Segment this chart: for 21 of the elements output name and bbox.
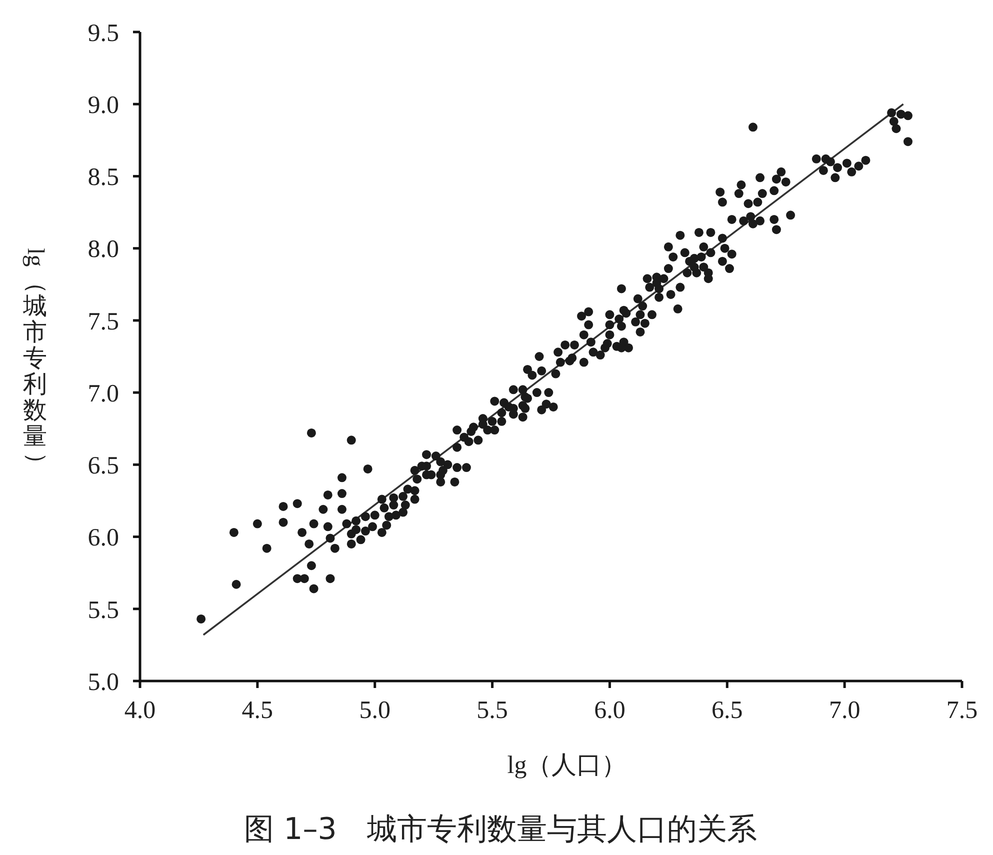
- x-tick-label: 6.0: [594, 696, 626, 724]
- x-tick-label: 7.5: [946, 696, 978, 724]
- y-tick-label: 9.0: [88, 92, 119, 119]
- text: 图 1–3 城市专利数量与其人口的关系: [243, 811, 758, 849]
- x-tick-label: 5.0: [359, 696, 390, 724]
- y-tick-label: 8.5: [88, 164, 119, 192]
- x-tick-label: 4.0: [124, 696, 156, 724]
- x-tick-label: 7.0: [828, 696, 860, 724]
- y-tick-label: 5.0: [88, 668, 119, 696]
- x-tick-label: 5.5: [476, 696, 508, 724]
- y-tick-label: 9.5: [88, 20, 119, 47]
- x-tick-label: 4.5: [242, 696, 274, 724]
- y-tick-label: 7.5: [88, 308, 119, 336]
- y-tick-label: 6.0: [88, 524, 119, 552]
- text: lg（城市专利数量）: [22, 248, 49, 476]
- y-tick-label: 8.0: [88, 236, 119, 264]
- x-axis-title: lg（人口）: [506, 751, 628, 781]
- y-tick-label: 5.5: [88, 596, 119, 624]
- x-tick-label: 6.5: [712, 696, 743, 724]
- y-tick-label: 6.5: [88, 452, 119, 480]
- y-tick-label: 7.0: [88, 380, 119, 408]
